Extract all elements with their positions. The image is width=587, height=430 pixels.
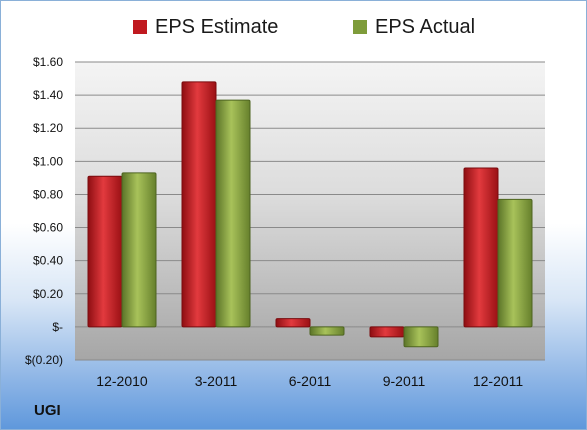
- bar-actual: [403, 326, 439, 348]
- bar-actual: [309, 326, 345, 336]
- legend-item-estimate: EPS Estimate: [133, 14, 278, 40]
- y-tick-label: $0.60: [33, 221, 63, 235]
- x-tick-label: 12-2011: [473, 373, 524, 389]
- bar-estimate: [275, 318, 311, 328]
- y-tick-label: $1.60: [33, 55, 63, 69]
- legend-swatch-actual: [353, 20, 367, 34]
- bar-estimate: [463, 167, 499, 328]
- y-tick-label: $1.00: [33, 154, 63, 168]
- y-tick-label: $0.80: [33, 187, 63, 201]
- y-tick-label: $0.40: [33, 254, 63, 268]
- x-axis-ticks: 12-2010 3-2011 6-2011 9-2011 12-2011: [96, 373, 523, 389]
- bar-actual: [121, 172, 157, 328]
- bar-actual: [215, 99, 251, 328]
- bar-actual: [497, 198, 533, 328]
- bars: [87, 81, 533, 348]
- bar-estimate: [181, 81, 217, 328]
- bar-estimate: [87, 175, 123, 328]
- y-tick-label: $-: [52, 320, 63, 334]
- x-tick-label: 3-2011: [195, 373, 238, 389]
- bar-estimate: [369, 326, 405, 338]
- y-tick-label: $1.20: [33, 121, 63, 135]
- y-axis-ticks: $1.60 $1.40 $1.20 $1.00 $0.80 $0.60 $0.40 $0.20…: [25, 55, 63, 367]
- x-tick-label: 12-2010: [96, 373, 148, 389]
- y-tick-label: $0.20: [33, 287, 63, 301]
- legend-item-actual: EPS Actual: [353, 14, 475, 40]
- legend-label-actual: EPS Actual: [375, 15, 476, 38]
- legend-label-estimate: EPS Estimate: [155, 15, 279, 38]
- ticker-label: UGI: [34, 402, 61, 419]
- x-tick-label: 9-2011: [383, 373, 426, 389]
- legend: EPS Estimate EPS Actual: [0, 14, 587, 40]
- y-tick-label: $1.40: [33, 88, 63, 102]
- y-tick-label: $(0.20): [25, 353, 63, 367]
- x-tick-label: 6-2011: [289, 373, 332, 389]
- legend-swatch-estimate: [133, 20, 147, 34]
